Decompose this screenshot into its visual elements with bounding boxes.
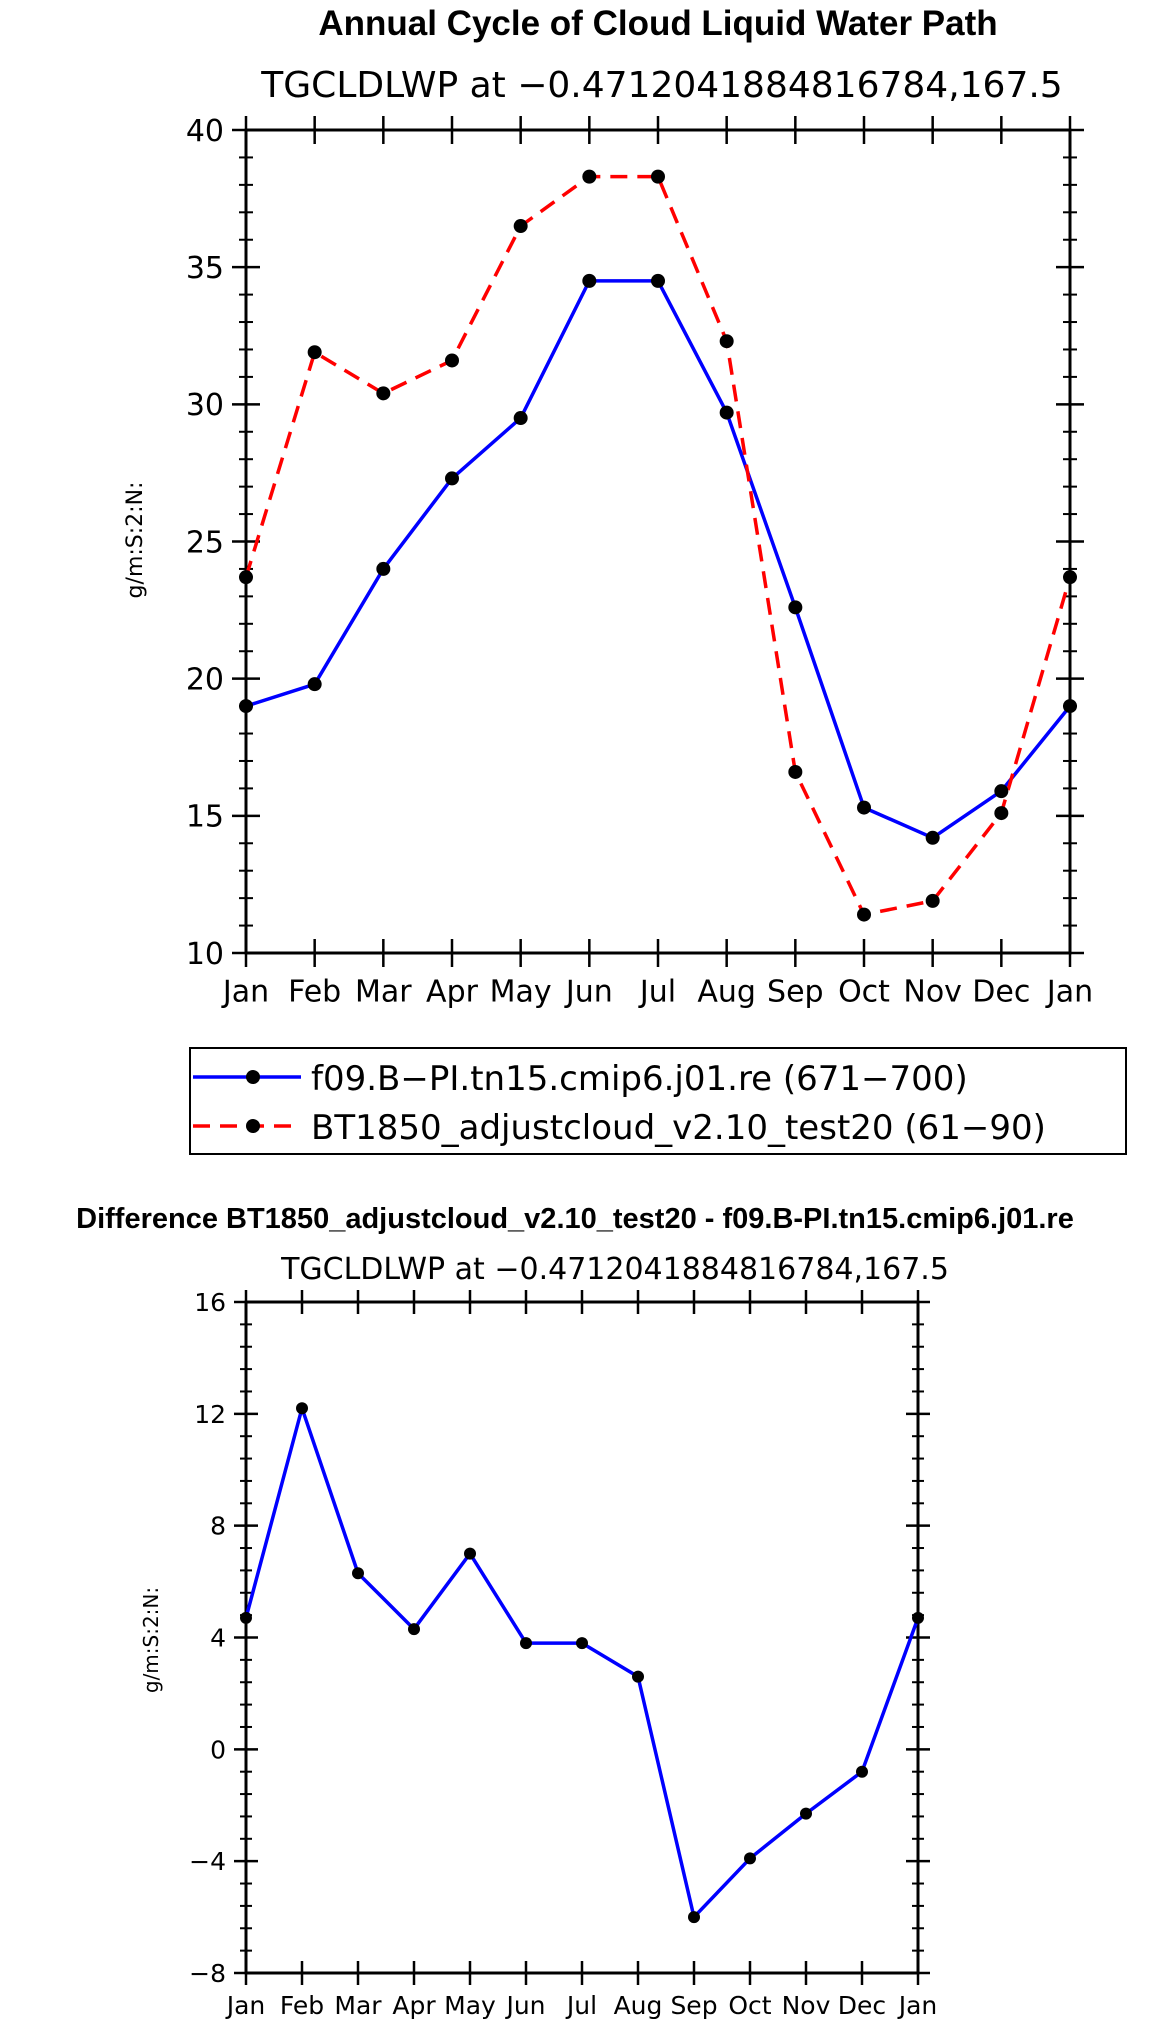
chart1-series-1-point (925, 830, 940, 845)
chart2-xtick-label: Jul (565, 1991, 597, 2020)
chart1-ytick-label: 10 (186, 937, 224, 972)
chart1-ytick-label: 30 (186, 388, 224, 423)
chart2-xtick-label: Jun (504, 1991, 545, 2020)
chart1-xtick-label: Apr (426, 975, 479, 1010)
chart2-series-1-point (800, 1807, 812, 1820)
chart1-plot: 10 15 20 25 30 35 40 Jan Feb Mar Apr May Jun Jul Aug Se… (186, 114, 1093, 1010)
chart1-series-1-point (857, 800, 871, 815)
chart2-ytick-label: 12 (194, 1400, 226, 1429)
chart2-series-1-point (744, 1852, 756, 1865)
chart2-series-1-point (408, 1623, 420, 1636)
chart1-xtick-label: Feb (288, 975, 341, 1010)
chart1-series-2-point (788, 764, 803, 779)
chart1-xtick-label: Jan (1045, 975, 1093, 1010)
chart1-subtitle: TGCLDLWP at −0.4712041884816784,167.5 (260, 65, 1062, 106)
chart1-series-1-point (788, 600, 803, 615)
chart2-xtick-label: Aug (614, 1991, 663, 2020)
chart2-xtick-label: Jan (225, 1991, 266, 2020)
chart2-xtick-label: Jan (897, 1991, 938, 2020)
chart1-ytick-label: 20 (186, 662, 224, 697)
chart2-series-1-point (856, 1765, 868, 1778)
chart2-series-1-point (352, 1567, 364, 1580)
chart2-xtick-label: Oct (728, 1991, 771, 2020)
chart1-xtick-label: May (490, 975, 552, 1010)
chart1-ytick-label: 35 (186, 251, 224, 286)
chart1-series-1-point (994, 784, 1009, 799)
chart1-series-1-point (445, 471, 459, 486)
chart2-xtick-label: Apr (392, 1991, 436, 2020)
legend-label-series1: f09.B−PI.tn15.cmip6.j01.re (671−700) (311, 1059, 968, 1099)
chart2-series-1-line (244, 1406, 920, 1919)
chart2-series-1-point (240, 1611, 252, 1624)
chart2-xtick-label: Mar (334, 1991, 382, 2020)
chart1-ytick-label: 40 (186, 114, 224, 149)
chart2-xtick-label: Nov (782, 1991, 831, 2020)
chart1-series-1-point (513, 411, 528, 426)
chart2-series-1-point (296, 1402, 308, 1415)
chart1-xtick-label: Jun (564, 975, 613, 1010)
chart2-title: Difference BT1850_adjustcloud_v2.10_test… (76, 1203, 1074, 1235)
chart1-xtick-label: Dec (972, 975, 1030, 1010)
chart2-xtick-label: Feb (280, 1991, 324, 2020)
chart2-xtick-label: Dec (838, 1991, 886, 2020)
chart1-xtick-label: Jul (638, 975, 676, 1010)
chart1-xtick-label: Mar (355, 975, 412, 1010)
chart2-ylabel: g/m:S:2:N: (139, 1587, 163, 1693)
chart1-series-2-point (445, 353, 459, 368)
chart1-series-1-point (1063, 699, 1077, 714)
chart2-ytick-label: 16 (194, 1288, 226, 1317)
chart2-plot: −8 −4 0 4 8 12 16 Jan Feb Mar Apr May Jun Jul Aug Sep Oc… (189, 1288, 937, 2020)
chart1-series-2-point (719, 334, 734, 349)
chart1-series-2-point (376, 386, 391, 401)
chart2-ytick-label: −4 (189, 1847, 226, 1876)
chart1-series-2-point (513, 219, 528, 234)
legend-marker-series2 (246, 1119, 260, 1133)
chart2-ytick-label: 8 (210, 1512, 226, 1541)
chart1-xtick-label: Jan (221, 975, 269, 1010)
chart1-xtick-label: Nov (903, 975, 962, 1010)
chart1-series-2-point (1063, 570, 1077, 585)
chart1-series-2-point (925, 893, 940, 908)
chart1-series-2-point (307, 345, 322, 360)
chart1-series-1-point (582, 273, 597, 288)
chart1-series-1-point (239, 699, 253, 714)
legend-label-series2: BT1850_adjustcloud_v2.10_test20 (61−90) (311, 1108, 1046, 1148)
chart2-ytick-label: 4 (210, 1624, 226, 1653)
chart1-series-1-line (245, 279, 1072, 840)
chart1-series-1-point (307, 677, 322, 692)
chart1-xtick-label: Aug (697, 975, 756, 1010)
chart2-series-1-point (912, 1611, 924, 1624)
chart1-series-2-point (239, 570, 253, 585)
chart2-series-1-point (632, 1670, 644, 1683)
chart1-ytick-label: 15 (186, 800, 224, 835)
chart1-series-1-point (376, 561, 391, 576)
chart1-xtick-label: Sep (767, 975, 824, 1010)
legend: f09.B−PI.tn15.cmip6.j01.re (671−700) BT1… (189, 1047, 1127, 1155)
chart1-series-2-point (994, 806, 1009, 821)
chart2-ytick-label: −8 (189, 1959, 226, 1988)
chart1-series-2-point (857, 907, 871, 922)
chart2-series-1-point (688, 1911, 700, 1924)
chart2-series-1-point (464, 1547, 476, 1560)
chart2-subtitle: TGCLDLWP at −0.4712041884816784,167.5 (280, 1252, 949, 1287)
chart1-ylabel: g/m:S:2:N: (123, 482, 148, 599)
chart1-series-1-point (719, 405, 734, 420)
chart2-xtick-label: May (444, 1991, 496, 2020)
chart2-ytick-label: 0 (210, 1735, 226, 1764)
legend-box (189, 1047, 1127, 1155)
chart1-series-1-point (651, 273, 665, 288)
chart2-series-1-point (520, 1637, 532, 1650)
chart1-series-2-point (582, 169, 597, 184)
chart2-series-1-point (576, 1637, 588, 1650)
chart1-series-2-point (651, 169, 665, 184)
chart1-title: Annual Cycle of Cloud Liquid Water Path (318, 4, 997, 43)
legend-marker-series1 (246, 1070, 260, 1084)
chart1-xtick-label: Oct (838, 975, 890, 1010)
chart2-xtick-label: Sep (670, 1991, 717, 2020)
chart1-ytick-label: 25 (186, 525, 224, 560)
